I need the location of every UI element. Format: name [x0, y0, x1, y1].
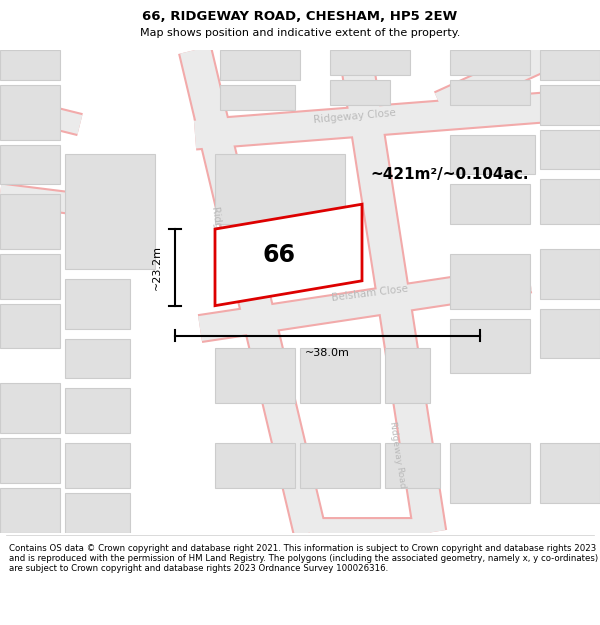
Text: ~23.2m: ~23.2m [152, 245, 162, 290]
Polygon shape [540, 85, 600, 124]
Text: 66, RIDGEWAY ROAD, CHESHAM, HP5 2EW: 66, RIDGEWAY ROAD, CHESHAM, HP5 2EW [142, 10, 458, 23]
Polygon shape [0, 488, 60, 532]
Polygon shape [0, 85, 60, 139]
Text: Contains OS data © Crown copyright and database right 2021. This information is : Contains OS data © Crown copyright and d… [9, 544, 598, 573]
Polygon shape [65, 339, 130, 378]
Text: Road: Road [394, 466, 406, 489]
Polygon shape [65, 279, 130, 329]
Text: ~38.0m: ~38.0m [305, 348, 350, 358]
Polygon shape [0, 144, 60, 184]
Polygon shape [65, 492, 130, 532]
Polygon shape [215, 154, 345, 224]
Polygon shape [0, 383, 60, 433]
Polygon shape [540, 129, 600, 169]
Polygon shape [450, 254, 530, 309]
Polygon shape [450, 184, 530, 224]
Polygon shape [330, 50, 410, 75]
Polygon shape [300, 349, 380, 403]
Polygon shape [0, 304, 60, 349]
Polygon shape [65, 443, 130, 488]
Text: 66: 66 [262, 243, 295, 267]
Text: ~421m²/~0.104ac.: ~421m²/~0.104ac. [370, 167, 529, 182]
Polygon shape [540, 443, 600, 503]
Polygon shape [215, 349, 295, 403]
Text: Ridgeway: Ridgeway [388, 421, 403, 466]
Polygon shape [450, 443, 530, 503]
Polygon shape [540, 179, 600, 224]
Text: Ridgeway Road: Ridgeway Road [210, 206, 230, 282]
Polygon shape [215, 443, 295, 488]
Polygon shape [385, 349, 430, 403]
Polygon shape [0, 254, 60, 299]
Polygon shape [0, 438, 60, 483]
Polygon shape [450, 50, 530, 75]
Polygon shape [220, 50, 300, 80]
Polygon shape [540, 50, 600, 80]
Polygon shape [65, 388, 130, 433]
Polygon shape [330, 80, 390, 105]
Polygon shape [300, 443, 380, 488]
Text: Map shows position and indicative extent of the property.: Map shows position and indicative extent… [140, 28, 460, 38]
Text: Ridgeway Close: Ridgeway Close [313, 108, 397, 125]
Polygon shape [385, 443, 440, 488]
Polygon shape [0, 194, 60, 249]
Polygon shape [220, 85, 295, 110]
Polygon shape [450, 80, 530, 105]
Polygon shape [215, 204, 362, 306]
Polygon shape [450, 319, 530, 373]
Polygon shape [540, 249, 600, 299]
Polygon shape [0, 50, 60, 80]
Polygon shape [450, 134, 535, 174]
Text: Belsham Close: Belsham Close [331, 284, 409, 303]
Polygon shape [540, 309, 600, 358]
Polygon shape [65, 154, 155, 269]
